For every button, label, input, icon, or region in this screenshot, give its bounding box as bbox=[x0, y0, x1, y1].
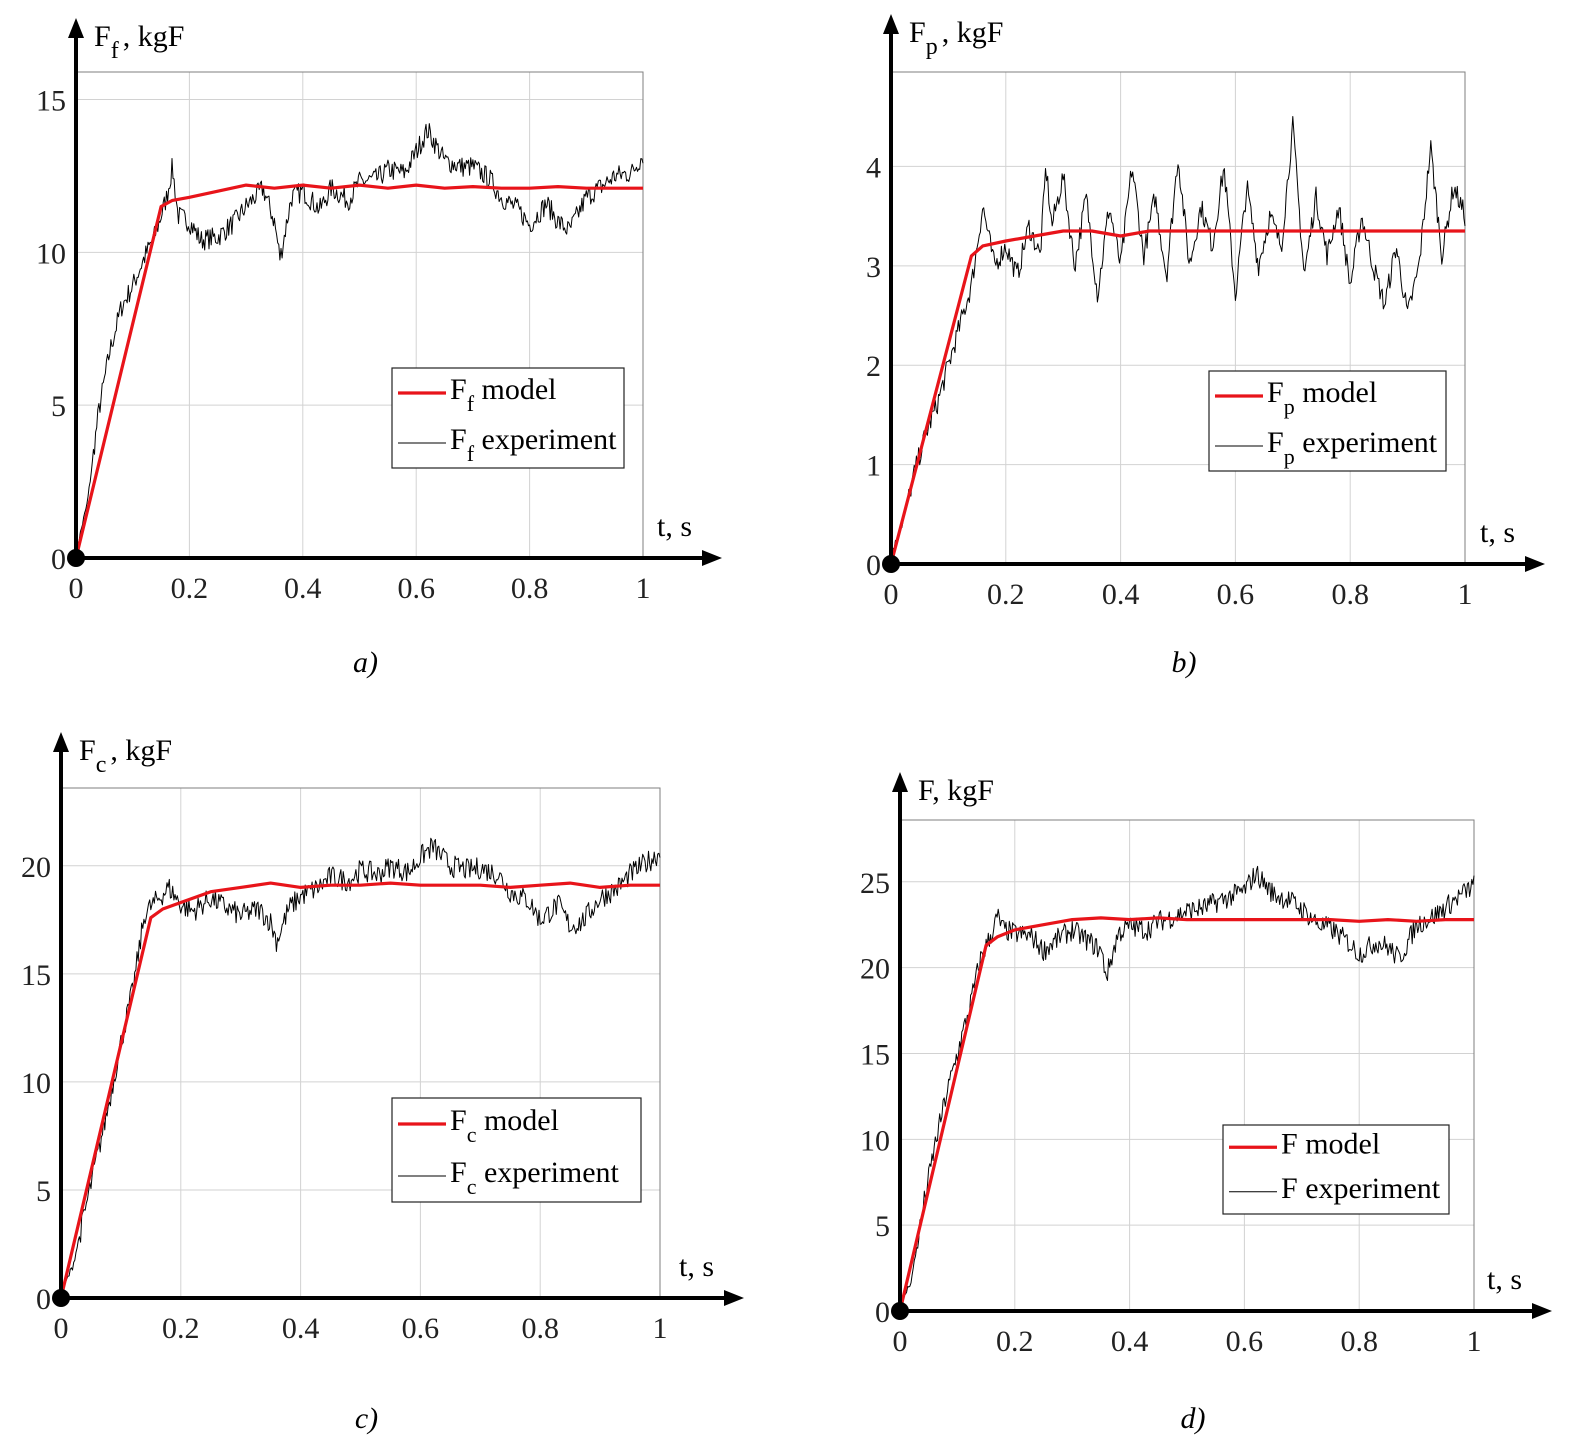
x-axis-label: t, s bbox=[679, 1250, 714, 1283]
x-axis-arrowhead bbox=[1525, 556, 1545, 572]
y-tick-label: 1 bbox=[866, 450, 881, 483]
x-tick-label: 0.8 bbox=[511, 572, 549, 605]
plot-area-frame bbox=[890, 71, 1466, 565]
x-tick-label: 0.4 bbox=[1102, 578, 1140, 611]
y-tick-label: 0 bbox=[866, 549, 881, 582]
x-tick-label: 0.6 bbox=[402, 1312, 440, 1345]
x-tick-label: 0.4 bbox=[282, 1312, 320, 1345]
x-tick-label: 0.8 bbox=[1340, 1325, 1378, 1358]
series-model-line bbox=[898, 916, 1474, 1312]
y-tick-label: 2 bbox=[866, 350, 881, 383]
y-tick-label: 25 bbox=[860, 867, 890, 900]
y-tick-label: 15 bbox=[21, 959, 51, 992]
chart-panel-a: 0 0.2 0.4 0.6 0.8 1 0 5 10 15 Ff, kgF t, s Ff model F… bbox=[0, 0, 790, 700]
x-axis-arrowhead bbox=[1532, 1303, 1552, 1319]
origin-dot bbox=[52, 1289, 70, 1307]
y-tick-label: 0 bbox=[875, 1296, 890, 1329]
x-tick-label: 0 bbox=[54, 1312, 69, 1345]
chart-caption: d) bbox=[1181, 1402, 1206, 1435]
x-tick-label: 0.2 bbox=[171, 572, 209, 605]
chart-panel-b: 0 0.2 0.4 0.6 0.8 1 0 1 2 3 4 Fp, kgF t, s Fp model Fp… bbox=[790, 0, 1581, 700]
x-tick-label: 0.2 bbox=[987, 578, 1025, 611]
x-tick-label: 1 bbox=[1467, 1325, 1482, 1358]
y-tick-label: 20 bbox=[21, 851, 51, 884]
y-tick-label: 10 bbox=[36, 237, 66, 270]
y-tick-label: 5 bbox=[51, 390, 66, 423]
chart-caption: a) bbox=[353, 646, 378, 679]
legend-label-experiment: F experiment bbox=[1281, 1172, 1441, 1205]
legend-label-model: Fc model bbox=[450, 1104, 559, 1147]
origin-dot bbox=[882, 555, 900, 573]
x-tick-label: 0.8 bbox=[521, 1312, 559, 1345]
x-tick-label: 0 bbox=[893, 1325, 908, 1358]
x-tick-label: 0.6 bbox=[1226, 1325, 1264, 1358]
x-tick-label: 1 bbox=[636, 572, 651, 605]
x-axis-label: t, s bbox=[1480, 516, 1515, 549]
x-axis-arrowhead bbox=[724, 1290, 744, 1306]
x-axis-label: t, s bbox=[657, 510, 692, 543]
plot-area-frame bbox=[75, 71, 644, 559]
legend-label-model: F model bbox=[1281, 1127, 1380, 1160]
legend-label-model: Fp model bbox=[1267, 376, 1377, 419]
series-experiment-line bbox=[75, 123, 644, 556]
y-tick-label: 3 bbox=[866, 251, 881, 284]
series-model-line bbox=[889, 229, 1465, 565]
y-axis-label: Fp, kgF bbox=[909, 16, 1003, 60]
y-tick-label: 15 bbox=[36, 85, 66, 118]
x-tick-label: 0 bbox=[884, 578, 899, 611]
chart-caption: b) bbox=[1172, 646, 1197, 679]
y-tick-label: 20 bbox=[860, 953, 890, 986]
chart-svg-b: 0 0.2 0.4 0.6 0.8 1 0 1 2 3 4 Fp, kgF t, s Fp model Fp… bbox=[866, 14, 1545, 679]
legend-label-experiment: Fp experiment bbox=[1267, 426, 1438, 469]
x-tick-label: 1 bbox=[1458, 578, 1473, 611]
chart-panel-c: 0 0.2 0.4 0.6 0.8 1 0 5 10 15 20 Fc, kgF t, s Fc mode… bbox=[0, 700, 790, 1455]
y-tick-label: 5 bbox=[36, 1175, 51, 1208]
x-axis-arrowhead bbox=[702, 550, 722, 566]
y-axis-arrowhead bbox=[892, 772, 908, 792]
y-axis-label: F, kgF bbox=[918, 774, 994, 807]
legend-box bbox=[391, 1097, 642, 1203]
legend-label-experiment: Ff experiment bbox=[450, 423, 617, 466]
plot-area-frame bbox=[899, 819, 1475, 1312]
legend-label-experiment: Fc experiment bbox=[450, 1156, 620, 1199]
series-experiment-line bbox=[61, 837, 661, 1292]
x-tick-label: 0.8 bbox=[1331, 578, 1369, 611]
series-model-line bbox=[74, 183, 643, 559]
x-axis-label: t, s bbox=[1487, 1263, 1522, 1296]
series-model-line bbox=[59, 881, 660, 1299]
y-tick-label: 0 bbox=[36, 1283, 51, 1316]
x-tick-label: 0.6 bbox=[397, 572, 435, 605]
series-experiment-line bbox=[890, 116, 1466, 554]
y-tick-label: 10 bbox=[21, 1067, 51, 1100]
series-experiment-line bbox=[899, 865, 1475, 1309]
x-tick-label: 0.6 bbox=[1217, 578, 1255, 611]
origin-dot bbox=[67, 549, 85, 567]
y-axis-arrowhead bbox=[883, 14, 899, 34]
x-tick-label: 1 bbox=[653, 1312, 668, 1345]
legend-box bbox=[391, 367, 625, 469]
y-axis-label: Ff, kgF bbox=[94, 20, 184, 64]
legend-box bbox=[1208, 370, 1447, 472]
legend-label-model: Ff model bbox=[450, 373, 557, 416]
y-axis-label: Fc, kgF bbox=[79, 734, 172, 778]
y-tick-label: 0 bbox=[51, 543, 66, 576]
x-tick-label: 0.2 bbox=[996, 1325, 1034, 1358]
y-axis-arrowhead bbox=[68, 18, 84, 38]
y-tick-label: 5 bbox=[875, 1210, 890, 1243]
x-tick-label: 0.4 bbox=[1111, 1325, 1149, 1358]
y-tick-label: 10 bbox=[860, 1124, 890, 1157]
y-axis-arrowhead bbox=[53, 732, 69, 752]
x-tick-label: 0.4 bbox=[284, 572, 322, 605]
origin-dot bbox=[891, 1302, 909, 1320]
x-tick-label: 0.2 bbox=[162, 1312, 200, 1345]
chart-caption: c) bbox=[355, 1402, 378, 1435]
x-tick-label: 0 bbox=[69, 572, 84, 605]
y-tick-label: 15 bbox=[860, 1038, 890, 1071]
legend-box bbox=[1222, 1124, 1450, 1215]
y-tick-label: 4 bbox=[866, 151, 881, 184]
